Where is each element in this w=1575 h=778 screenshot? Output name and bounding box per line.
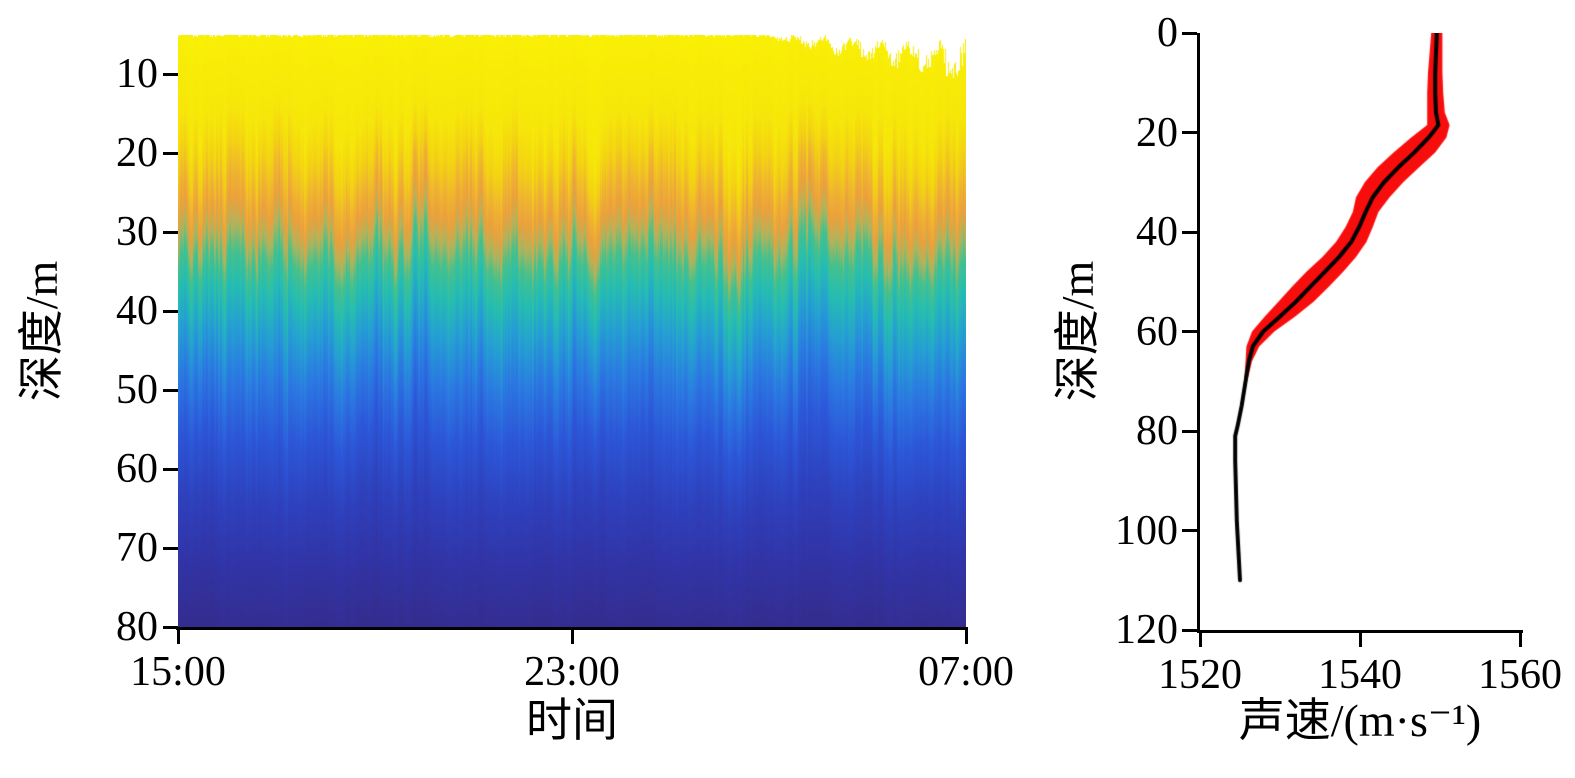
profile-y-tick-label: 0 <box>1157 10 1178 56</box>
profile-y-tick-label: 120 <box>1115 607 1178 653</box>
heatmap-xlabel: 时间 <box>526 695 618 746</box>
heatmap-y-tick <box>163 625 178 629</box>
heatmap-canvas <box>178 35 966 627</box>
profile-y-tick-label: 100 <box>1115 507 1178 554</box>
heatmap-y-tick-label: 50 <box>116 367 158 414</box>
heatmap-x-tick <box>570 630 574 644</box>
heatmap-x-tick <box>176 630 180 644</box>
heatmap-y-tick-label: 30 <box>116 209 158 256</box>
profile-y-tick <box>1182 628 1197 632</box>
profile-canvas <box>1200 33 1520 630</box>
profile-xlabel: 声速/(m·s⁻¹) <box>1238 695 1482 746</box>
profile-y-tick <box>1182 529 1197 532</box>
heatmap-y-tick <box>163 309 178 313</box>
profile-y-tick <box>1182 31 1197 35</box>
heatmap-y-tick-label: 20 <box>116 130 158 177</box>
heatmap-y-tick <box>163 388 178 392</box>
heatmap-y-tick <box>163 467 178 471</box>
profile-x-tick <box>1358 633 1362 647</box>
heatmap-y-tick <box>163 546 178 550</box>
profile-x-tick <box>1198 633 1202 647</box>
profile-x-axis-line <box>1197 630 1523 633</box>
heatmap-x-tick-label: 23:00 <box>524 649 620 695</box>
heatmap-x-tick <box>964 630 968 644</box>
profile-y-tick <box>1182 230 1197 234</box>
profile-x-tick-label: 1540 <box>1318 652 1402 698</box>
profile-x-tick-label: 1560 <box>1478 652 1562 698</box>
profile-y-tick-label: 80 <box>1136 408 1178 454</box>
heatmap-y-tick-label: 40 <box>116 288 158 335</box>
heatmap-y-tick <box>163 230 178 234</box>
profile-y-tick <box>1182 429 1197 433</box>
profile-y-tick <box>1182 330 1197 333</box>
profile-x-tick-label: 1520 <box>1158 652 1242 698</box>
profile-y-axis-line <box>1197 33 1200 633</box>
heatmap-y-tick-label: 60 <box>116 446 158 493</box>
profile-x-tick <box>1518 633 1522 647</box>
profile-y-tick-label: 20 <box>1136 109 1178 156</box>
heatmap-y-tick-label: 80 <box>116 604 158 650</box>
heatmap-y-tick-label: 10 <box>116 51 158 98</box>
profile-y-tick-label: 40 <box>1136 209 1178 255</box>
heatmap-x-axis-line <box>176 627 968 630</box>
heatmap-x-tick-label: 07:00 <box>918 649 1014 695</box>
heatmap-y-tick <box>163 72 178 76</box>
heatmap-y-tick <box>163 151 178 155</box>
profile-y-tick <box>1182 131 1197 134</box>
heatmap-y-tick-label: 70 <box>116 525 158 572</box>
heatmap-x-tick-label: 15:00 <box>130 649 226 695</box>
profile-y-tick-label: 60 <box>1136 308 1178 355</box>
